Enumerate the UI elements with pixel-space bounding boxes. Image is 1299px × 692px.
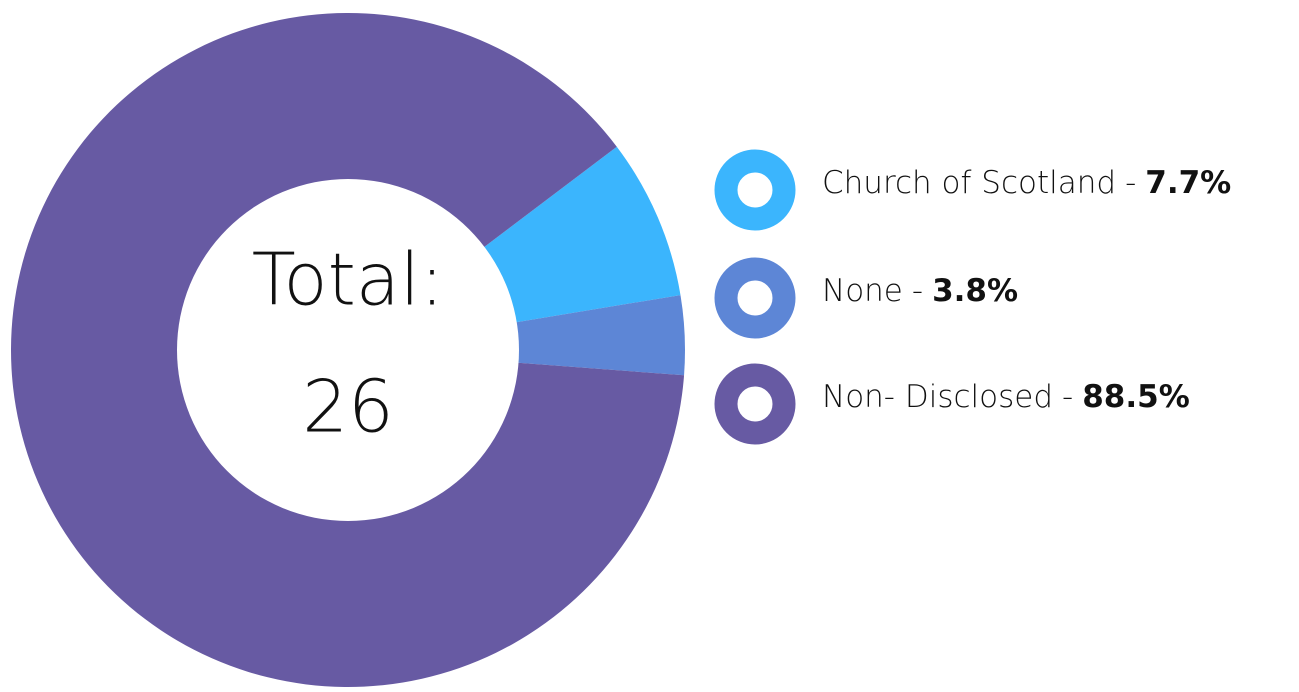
legend: Church of Scotland -7.7%None -3.8%Non- Dis… — [714, 149, 1231, 445]
legend-entry: None -3.8% — [822, 273, 1018, 309]
legend-separator: - — [912, 273, 923, 309]
legend-label: Non- Disclosed — [822, 379, 1053, 415]
legend-value: 3.8% — [932, 273, 1018, 309]
legend-separator: - — [1062, 379, 1073, 415]
legend-entry: Non- Disclosed -88.5% — [822, 379, 1190, 415]
legend-value: 88.5% — [1082, 379, 1190, 415]
center-label: Total: — [252, 238, 444, 322]
legend-separator: - — [1125, 165, 1136, 201]
legend-label: None — [822, 273, 903, 309]
donut-hole — [177, 179, 519, 521]
legend-swatch — [714, 257, 796, 339]
legend-swatch — [714, 149, 796, 231]
center-total: 26 — [302, 365, 394, 449]
legend-label: Church of Scotland — [822, 165, 1116, 201]
legend-swatch — [714, 363, 796, 445]
legend-value: 7.7% — [1145, 165, 1231, 201]
legend-entry: Church of Scotland -7.7% — [822, 165, 1231, 201]
